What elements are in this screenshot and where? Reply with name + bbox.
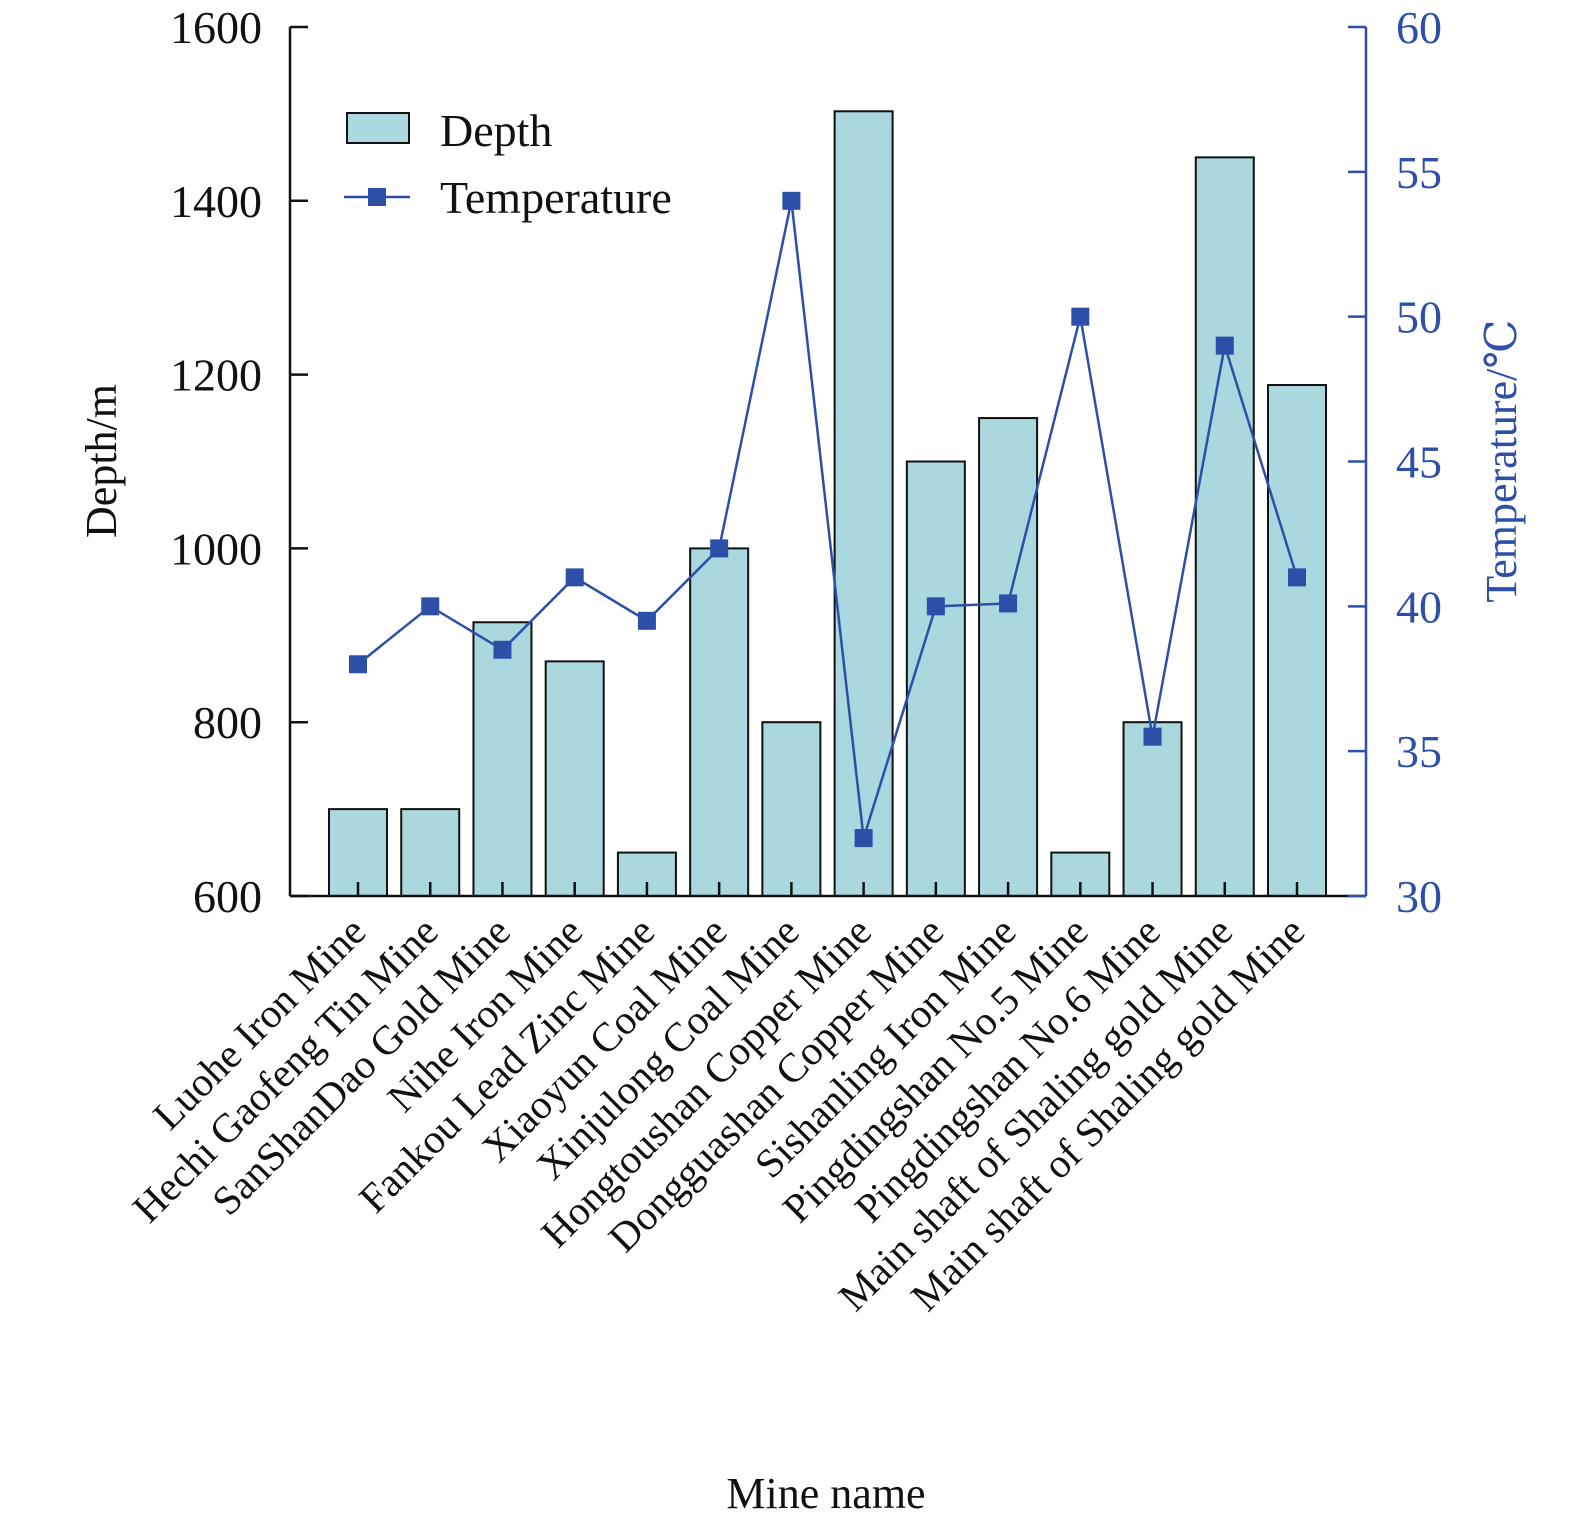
bar-depth <box>472 621 533 897</box>
bar-depth <box>328 808 388 897</box>
left-tick-label: 1200 <box>170 350 262 401</box>
left-tick-label: 600 <box>193 871 262 922</box>
right-tick-label: 30 <box>1396 871 1442 922</box>
right-tick-label: 45 <box>1396 437 1442 488</box>
temperature-line <box>357 200 1299 839</box>
temperature-marker <box>854 829 873 848</box>
bar-depth <box>978 417 1039 897</box>
legend-depth-swatch <box>346 112 410 144</box>
temperature-marker <box>493 640 512 659</box>
bar-depth <box>833 110 894 897</box>
bar-depth <box>689 547 750 898</box>
temperature-marker <box>637 611 656 630</box>
legend-temperature-label: Temperature <box>440 172 672 223</box>
bar-depth <box>761 721 822 898</box>
axes-layer <box>288 25 1368 898</box>
temperature-marker <box>421 597 440 616</box>
legend-depth-label: Depth <box>440 105 552 156</box>
bar-depth <box>1194 156 1255 898</box>
y-axis-right-title: Temperature/℃ <box>1477 319 1526 602</box>
temperature-marker <box>1215 336 1234 355</box>
temperature-marker <box>1071 307 1090 326</box>
bars-layer <box>328 110 1327 898</box>
temperature-marker <box>565 568 584 587</box>
temperature-marker <box>926 597 945 616</box>
left-tick-label: 1000 <box>170 523 262 574</box>
temperature-marker <box>782 191 801 210</box>
bar-depth <box>400 808 461 897</box>
right-tick-label: 60 <box>1396 2 1442 53</box>
temperature-marker <box>349 655 367 674</box>
legend-temperature-marker <box>368 188 386 206</box>
x-axis-title: Mine name <box>726 1469 925 1518</box>
right-tick-label: 55 <box>1396 147 1442 198</box>
temperature-marker <box>999 594 1018 613</box>
left-tick-label: 1400 <box>170 176 262 227</box>
legend: Depth Temperature <box>344 105 672 223</box>
line-layer <box>349 191 1306 848</box>
bar-depth <box>1267 384 1327 897</box>
bar-depth <box>544 660 605 897</box>
temperature-marker <box>710 539 729 558</box>
y-axis-left-title: Depth/m <box>77 384 126 538</box>
temperature-marker <box>1143 727 1162 746</box>
right-tick-label: 50 <box>1396 292 1442 343</box>
right-tick-label: 40 <box>1396 581 1442 632</box>
temperature-marker <box>1288 568 1306 587</box>
bar-depth <box>905 460 966 897</box>
left-tick-label: 1600 <box>170 2 262 53</box>
bar-depth <box>1122 721 1183 898</box>
right-tick-label: 35 <box>1396 726 1442 777</box>
left-tick-label: 800 <box>193 697 262 748</box>
